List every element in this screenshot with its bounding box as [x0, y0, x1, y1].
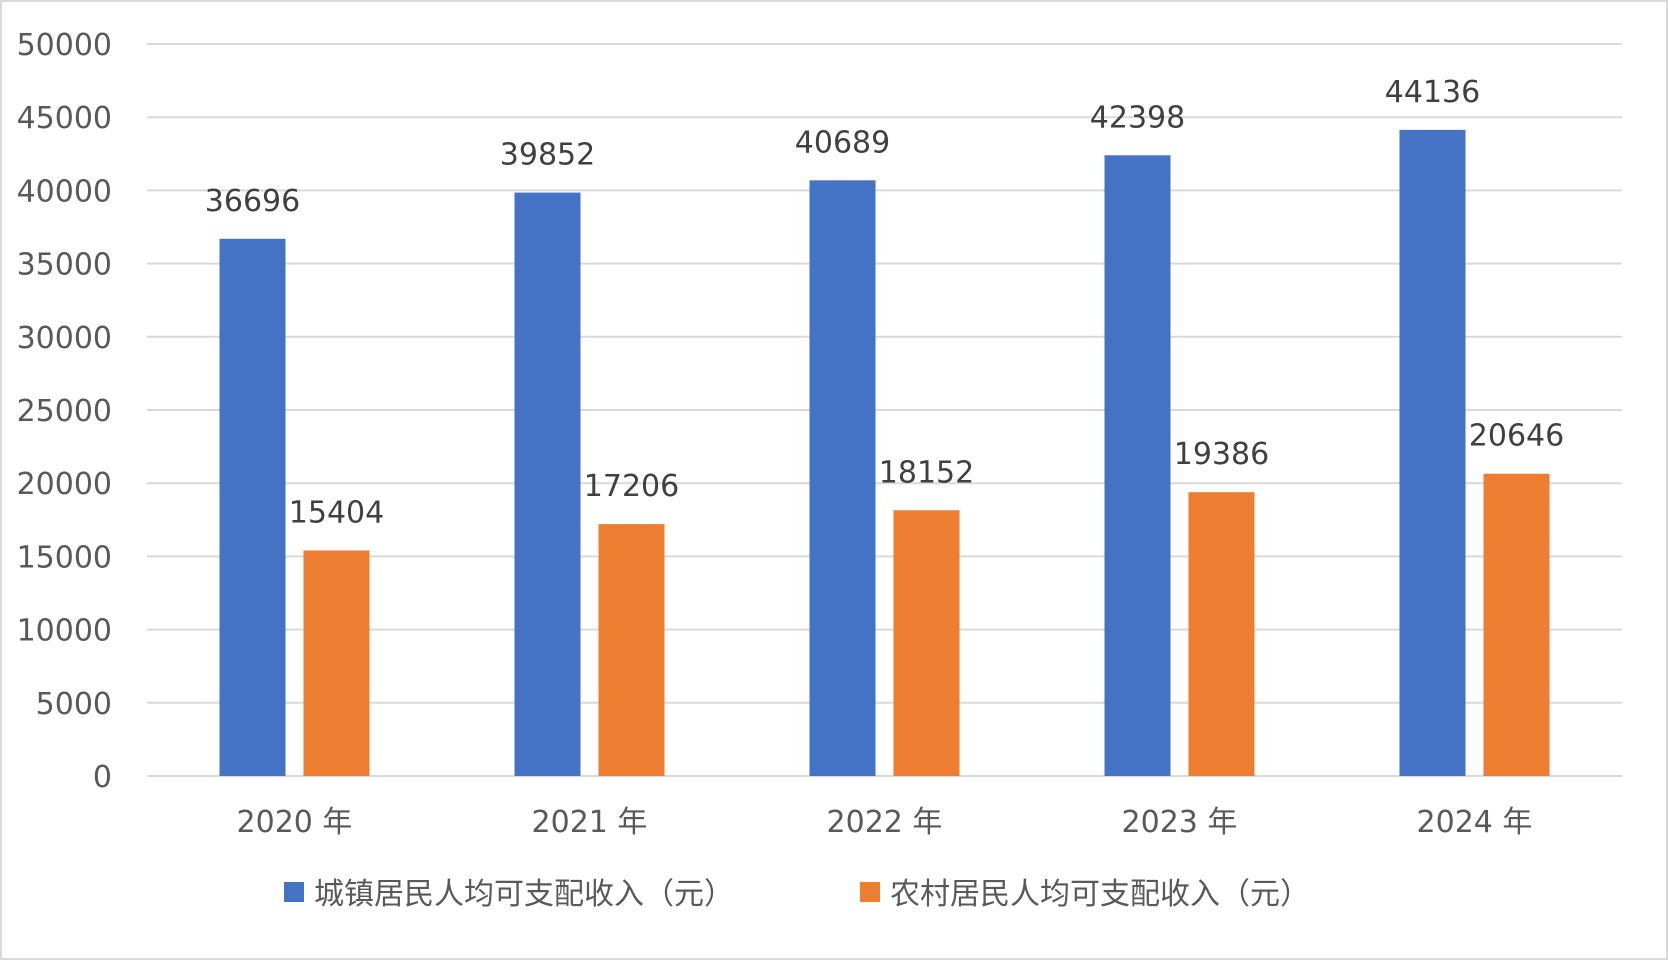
- y-tick-label: 50000: [17, 28, 112, 63]
- x-tick-label: 2022 年: [827, 805, 943, 840]
- data-label: 42398: [1090, 100, 1185, 135]
- x-axis-tick-labels: 2020 年 2021 年 2022 年 2023 年 2024 年: [237, 805, 1533, 840]
- x-tick-label: 2020 年: [237, 805, 353, 840]
- data-label: 15404: [289, 495, 384, 530]
- bar-series-1-2: [514, 192, 581, 777]
- x-tick-label: 2021 年: [532, 805, 648, 840]
- bar-series-2-1: [303, 550, 370, 776]
- bar-series-2-5: [1483, 473, 1550, 776]
- data-label: 18152: [879, 455, 974, 490]
- data-label: 20646: [1469, 419, 1564, 454]
- data-labels: 36696 15404 39852 17206 40689 18152 42398 19386…: [205, 75, 1564, 531]
- data-label: 19386: [1174, 437, 1269, 472]
- legend-swatch-2: [860, 882, 880, 902]
- bar-series-1-1: [219, 238, 286, 776]
- legend-swatch-1: [284, 882, 304, 902]
- y-tick-label: 40000: [17, 174, 112, 209]
- bar-series-2-4: [1188, 492, 1255, 776]
- y-tick-label: 30000: [17, 321, 112, 356]
- bar-series-2-3: [893, 510, 960, 776]
- gridlines: [147, 43, 1622, 777]
- bar-series-1-5: [1399, 129, 1466, 776]
- x-tick-label: 2024 年: [1417, 805, 1533, 840]
- y-tick-label: 35000: [17, 248, 112, 283]
- data-label: 44136: [1385, 75, 1480, 110]
- y-tick-label: 5000: [36, 687, 112, 722]
- y-tick-label: 15000: [17, 540, 112, 575]
- y-tick-label: 25000: [17, 394, 112, 429]
- data-label: 17206: [584, 469, 679, 504]
- bar-series-1-4: [1104, 155, 1171, 776]
- data-label: 40689: [795, 125, 890, 160]
- data-label: 36696: [205, 184, 300, 219]
- y-tick-label: 45000: [17, 101, 112, 136]
- data-label: 39852: [500, 138, 595, 173]
- bar-series-2-2: [598, 524, 665, 776]
- legend-label-1: 城镇居民人均可支配收入（元）: [314, 877, 734, 912]
- bars: [219, 129, 1550, 777]
- bar-series-1-3: [809, 180, 876, 776]
- y-tick-label: 10000: [17, 614, 112, 649]
- y-tick-label: 20000: [17, 467, 112, 502]
- x-tick-label: 2023 年: [1122, 805, 1238, 840]
- legend: 城镇居民人均可支配收入（元） 农村居民人均可支配收入（元）: [284, 877, 1310, 912]
- legend-label-2: 农村居民人均可支配收入（元）: [890, 877, 1310, 912]
- y-axis-tick-labels: 0 5000 10000 15000 20000 25000 30000 35000 40000…: [17, 28, 112, 795]
- y-tick-label: 0: [93, 760, 112, 795]
